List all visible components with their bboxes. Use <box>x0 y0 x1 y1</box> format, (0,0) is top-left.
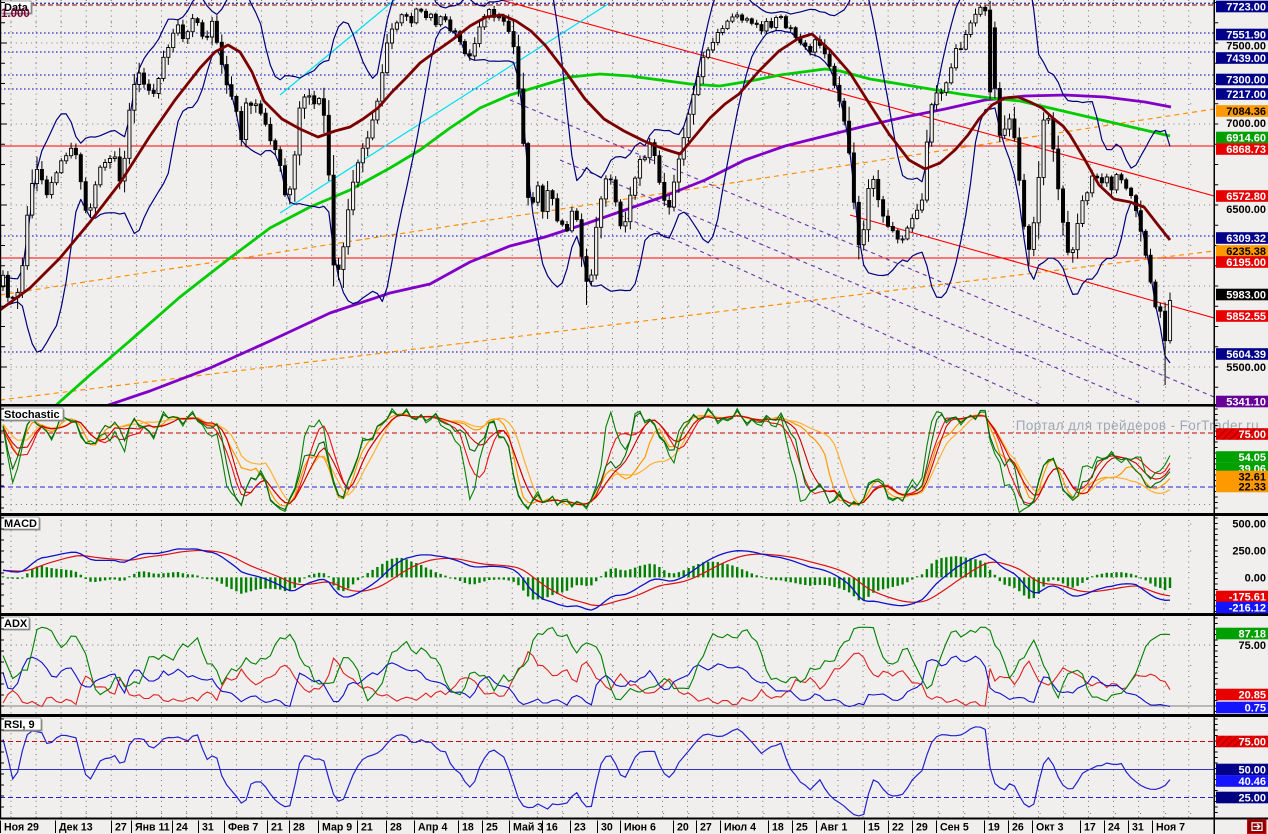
svg-text:Дек 13: Дек 13 <box>59 822 93 834</box>
svg-text:Stochastic: Stochastic <box>4 409 60 421</box>
svg-text:18: 18 <box>462 822 474 834</box>
svg-text:25: 25 <box>796 822 808 834</box>
svg-text:17: 17 <box>1084 822 1096 834</box>
svg-text:24: 24 <box>176 822 188 834</box>
svg-text:7000.00: 7000.00 <box>1226 118 1266 130</box>
svg-text:54.05: 54.05 <box>1238 452 1266 464</box>
svg-text:6500.00: 6500.00 <box>1226 204 1266 216</box>
svg-text:7723.00: 7723.00 <box>1226 2 1266 14</box>
svg-text:50.00: 50.00 <box>1238 765 1266 777</box>
svg-text:20.85: 20.85 <box>1238 690 1266 702</box>
svg-text:-175.61: -175.61 <box>1229 592 1266 604</box>
svg-text:19: 19 <box>988 822 1000 834</box>
svg-text:RSI, 9: RSI, 9 <box>4 719 35 731</box>
svg-text:5604.39: 5604.39 <box>1226 349 1266 361</box>
svg-text:6868.73: 6868.73 <box>1226 144 1266 156</box>
svg-text:75.00: 75.00 <box>1238 429 1266 441</box>
svg-text:29: 29 <box>916 822 928 834</box>
svg-text:28: 28 <box>390 822 402 834</box>
svg-text:Июл 4: Июл 4 <box>724 822 756 834</box>
svg-text:7300.00: 7300.00 <box>1226 75 1266 87</box>
svg-text:75.00: 75.00 <box>1238 737 1266 749</box>
svg-text:5852.55: 5852.55 <box>1226 311 1266 323</box>
svg-text:24: 24 <box>1108 822 1120 834</box>
svg-text:Сен 5: Сен 5 <box>940 822 969 834</box>
svg-text:7439.00: 7439.00 <box>1226 53 1266 65</box>
svg-text:6309.32: 6309.32 <box>1226 233 1266 245</box>
svg-text:15: 15 <box>868 822 880 834</box>
svg-text:Окт 3: Окт 3 <box>1036 822 1064 834</box>
svg-text:23: 23 <box>574 822 586 834</box>
svg-text:500.00: 500.00 <box>1232 519 1266 531</box>
svg-text:20: 20 <box>677 822 689 834</box>
svg-text:22.33: 22.33 <box>1238 482 1266 494</box>
svg-text:250.00: 250.00 <box>1232 546 1266 558</box>
svg-text:6195.00: 6195.00 <box>1226 257 1266 269</box>
svg-text:Data: Data <box>4 2 29 14</box>
svg-text:27: 27 <box>700 822 712 834</box>
svg-text:22: 22 <box>892 822 904 834</box>
svg-text:Фев 7: Фев 7 <box>228 822 258 834</box>
svg-text:7084.36: 7084.36 <box>1226 106 1266 118</box>
svg-text:30: 30 <box>601 822 613 834</box>
svg-text:Ноя 29: Ноя 29 <box>4 822 39 834</box>
svg-text:5500.00: 5500.00 <box>1226 362 1266 374</box>
svg-text:25.00: 25.00 <box>1238 793 1266 805</box>
svg-text:7500.00: 7500.00 <box>1226 41 1266 53</box>
svg-text:Мар 9: Мар 9 <box>322 822 352 834</box>
svg-text:87.18: 87.18 <box>1238 629 1266 641</box>
svg-text:MACD: MACD <box>4 518 37 530</box>
svg-text:Ноя 7: Ноя 7 <box>1156 822 1185 834</box>
svg-text:31: 31 <box>202 822 214 834</box>
svg-text:25: 25 <box>486 822 498 834</box>
svg-text:31: 31 <box>1132 822 1144 834</box>
svg-text:5341.10: 5341.10 <box>1226 397 1266 409</box>
svg-text:27: 27 <box>115 822 127 834</box>
svg-text:Май 3: Май 3 <box>513 822 543 834</box>
svg-text:Апр 4: Апр 4 <box>418 822 447 834</box>
svg-text:7217.00: 7217.00 <box>1226 89 1266 101</box>
svg-text:ADX: ADX <box>4 618 28 630</box>
svg-text:-216.12: -216.12 <box>1229 603 1266 615</box>
svg-text:Июн 6: Июн 6 <box>624 822 656 834</box>
svg-text:6235.38: 6235.38 <box>1226 246 1266 258</box>
svg-text:28: 28 <box>293 822 305 834</box>
svg-text:16: 16 <box>546 822 558 834</box>
svg-text:0.75: 0.75 <box>1245 703 1266 715</box>
svg-text:Портал для трейдеров - ForTrad: Портал для трейдеров - ForTrader.ru <box>1016 418 1259 433</box>
svg-text:Янв 11: Янв 11 <box>135 822 170 834</box>
svg-text:6914.60: 6914.60 <box>1226 133 1266 145</box>
svg-text:75.00: 75.00 <box>1238 640 1266 652</box>
svg-text:1.000: 1.000 <box>1 8 30 20</box>
svg-text:0.00: 0.00 <box>1245 572 1266 584</box>
svg-text:26: 26 <box>1012 822 1024 834</box>
svg-text:18: 18 <box>772 822 784 834</box>
svg-text:6572.80: 6572.80 <box>1226 191 1266 203</box>
svg-text:5983.00: 5983.00 <box>1226 290 1266 302</box>
svg-text:7551.90: 7551.90 <box>1226 30 1266 42</box>
svg-text:32.61: 32.61 <box>1238 472 1266 484</box>
svg-text:21: 21 <box>361 822 373 834</box>
svg-text:40.46: 40.46 <box>1238 776 1266 788</box>
svg-text:21: 21 <box>271 822 283 834</box>
svg-text:Авг 1: Авг 1 <box>820 822 848 834</box>
